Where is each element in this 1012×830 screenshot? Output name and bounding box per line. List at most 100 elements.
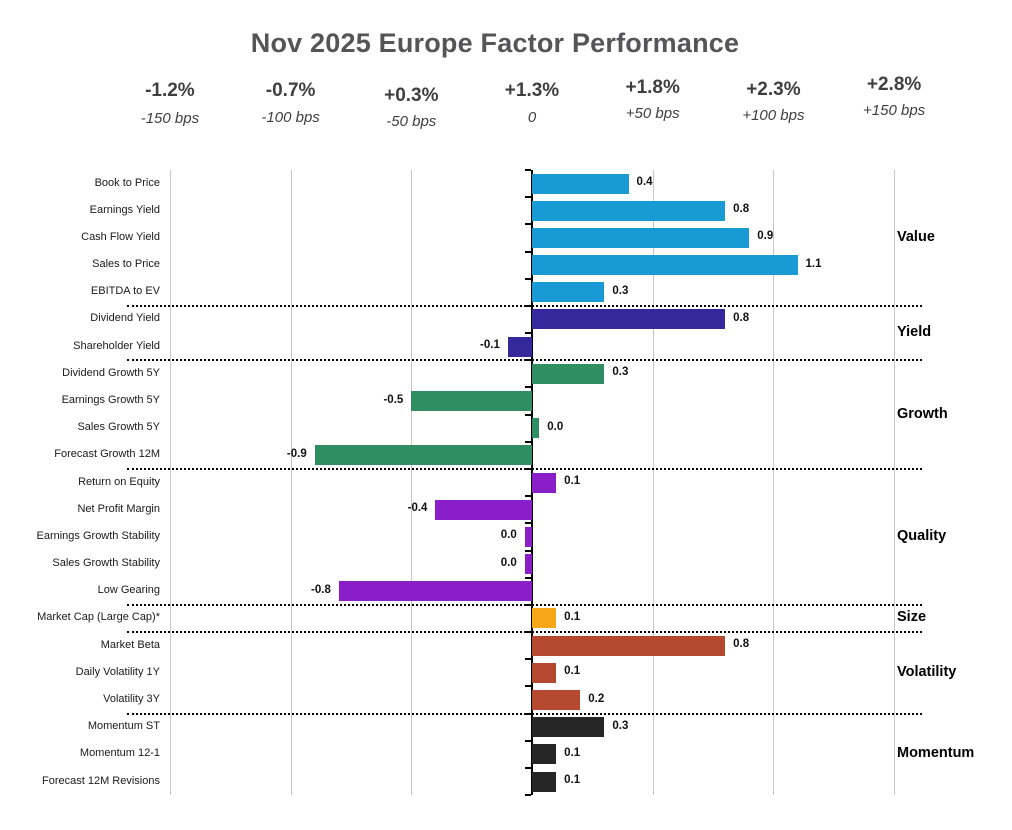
bar xyxy=(532,418,540,439)
value-label: 0.9 xyxy=(757,230,774,243)
factor-label: Shareholder Yield xyxy=(73,339,160,352)
axis-tick-mark xyxy=(525,576,531,579)
bar xyxy=(532,309,726,330)
axis-tick-mark xyxy=(525,440,531,443)
factor-label: Forecast Growth 12M xyxy=(54,448,160,461)
value-label: 0.8 xyxy=(733,311,750,324)
bar xyxy=(435,499,532,520)
group-separator xyxy=(127,712,922,715)
axis-tick-mark xyxy=(525,413,531,416)
factor-label: Momentum 12-1 xyxy=(79,747,160,760)
bar xyxy=(532,771,557,792)
group-separator xyxy=(127,304,922,307)
group-separator xyxy=(127,631,922,634)
factor-label: EBITDA to EV xyxy=(90,285,160,298)
axis-tick-bps-label: -100 bps xyxy=(261,109,320,126)
group-separator xyxy=(127,467,922,470)
factor-label: Earnings Yield xyxy=(89,203,160,216)
factor-label: Market Beta xyxy=(100,638,160,651)
bar xyxy=(338,581,532,602)
bar xyxy=(532,690,581,710)
bar xyxy=(532,717,605,738)
value-label: -0.4 xyxy=(407,502,428,515)
axis-tick-mark xyxy=(525,794,531,797)
bar xyxy=(524,526,532,547)
bar xyxy=(314,445,532,466)
value-label: 0.2 xyxy=(588,692,605,705)
axis-tick-pct-label: +2.3% xyxy=(746,79,801,100)
value-label: 0.1 xyxy=(564,774,581,787)
axis-tick-mark xyxy=(525,196,531,199)
value-label: -0.8 xyxy=(311,583,331,596)
gridline xyxy=(290,170,292,796)
gridline xyxy=(652,170,654,796)
bar xyxy=(524,554,532,575)
axis-tick-mark xyxy=(525,332,531,335)
value-label: 0.0 xyxy=(547,420,564,433)
group-label: Momentum xyxy=(897,745,975,762)
factor-label: Low Gearing xyxy=(97,584,160,597)
axis-tick-pct-label: -0.7% xyxy=(265,80,316,101)
axis-tick-bps-label: 0 xyxy=(527,109,537,126)
value-label: -0.5 xyxy=(383,393,404,406)
group-separator xyxy=(127,603,922,606)
factor-label: Market Cap (Large Cap)* xyxy=(37,611,160,624)
bar xyxy=(507,336,532,357)
value-label: 0.4 xyxy=(636,176,653,189)
bar xyxy=(532,662,557,683)
value-label: 0.3 xyxy=(612,366,629,379)
axis-tick-mark xyxy=(525,766,531,769)
value-label: -0.9 xyxy=(286,447,307,460)
bar xyxy=(532,635,726,656)
factor-label: Sales Growth Stability xyxy=(52,557,160,570)
gridline xyxy=(894,170,896,796)
chart-title: Nov 2025 Europe Factor Performance xyxy=(250,28,740,58)
group-label: Quality xyxy=(897,527,947,544)
value-label: -0.1 xyxy=(480,339,500,352)
axis-tick-mark xyxy=(525,250,531,253)
gridline xyxy=(169,170,171,796)
factor-label: Sales to Price xyxy=(92,258,160,271)
group-label: Growth xyxy=(897,405,948,422)
value-label: 0.8 xyxy=(733,638,750,651)
value-label: 0.0 xyxy=(500,529,517,542)
bar xyxy=(532,200,726,221)
group-label: Yield xyxy=(897,324,932,341)
axis-tick-mark xyxy=(525,223,531,226)
axis-tick-pct-label: +1.8% xyxy=(625,77,680,98)
bar xyxy=(532,744,557,765)
factor-label: Book to Price xyxy=(94,176,160,189)
bar xyxy=(532,227,750,248)
bar xyxy=(532,608,557,629)
group-label: Value xyxy=(897,228,935,245)
axis-tick-mark xyxy=(525,549,531,552)
axis-tick-mark xyxy=(525,739,531,742)
factor-label: Sales Growth 5Y xyxy=(77,421,160,434)
axis-tick-pct-label: -1.2% xyxy=(145,80,195,101)
value-label: 0.1 xyxy=(564,610,581,623)
axis-tick-bps-label: +150 bps xyxy=(863,102,926,119)
bar xyxy=(532,282,605,303)
axis-tick-bps-label: +50 bps xyxy=(625,105,680,122)
axis-tick-bps-label: -50 bps xyxy=(386,113,437,130)
factor-label: Earnings Growth 5Y xyxy=(61,394,160,407)
factor-label: Return on Equity xyxy=(78,475,160,488)
group-label: Size xyxy=(897,609,927,626)
bar xyxy=(532,173,629,194)
axis-tick-bps-label: -150 bps xyxy=(140,110,200,127)
axis-tick-pct-label: +2.8% xyxy=(866,74,922,95)
factor-label: Volatility 3Y xyxy=(103,693,160,705)
axis-tick-pct-label: +0.3% xyxy=(384,85,439,106)
group-separator xyxy=(127,359,922,362)
bar xyxy=(532,255,798,276)
axis-tick-bps-label: +100 bps xyxy=(742,107,805,124)
axis-tick-pct-label: +1.3% xyxy=(504,80,560,101)
gridline xyxy=(411,170,413,796)
value-label: 0.3 xyxy=(612,719,629,732)
axis-tick-mark xyxy=(525,658,531,661)
factor-label: Earnings Growth Stability xyxy=(36,529,161,542)
bar xyxy=(411,391,532,412)
axis-tick-mark xyxy=(525,169,531,171)
factor-label: Forecast 12M Revisions xyxy=(42,774,160,787)
